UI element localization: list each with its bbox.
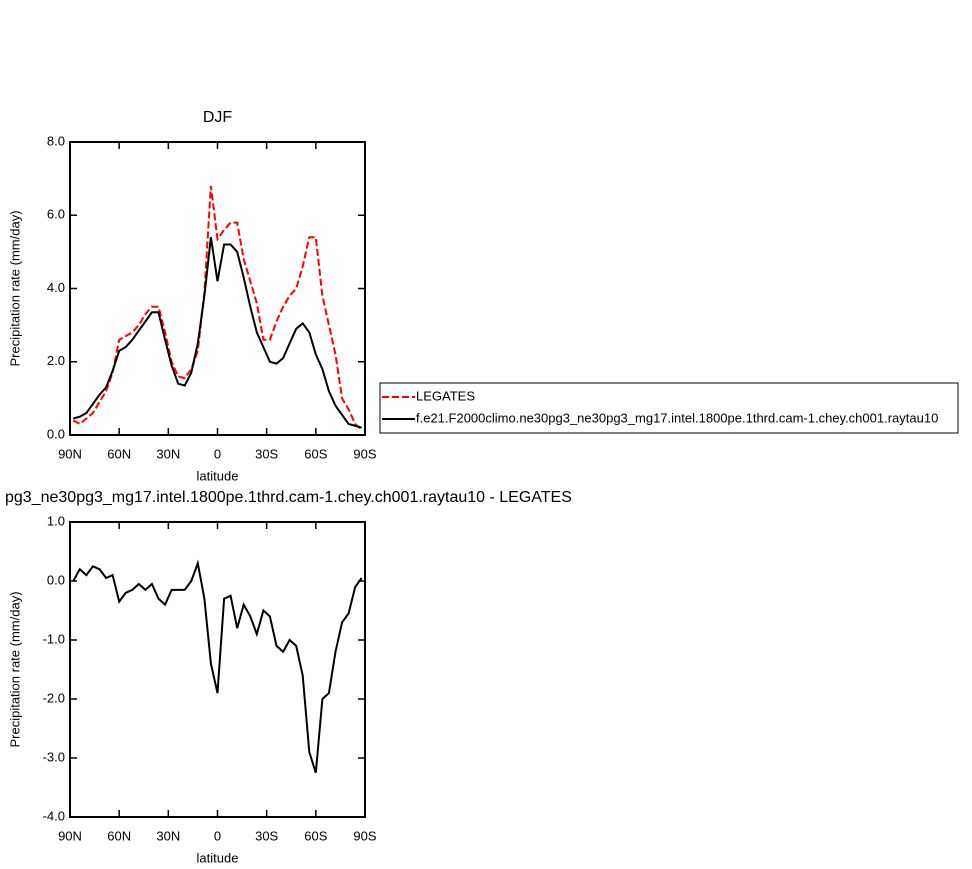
y-tick-label: 0.0 [47, 572, 65, 587]
x-tick-label: 30N [156, 446, 180, 461]
y-tick-label: -3.0 [43, 749, 65, 764]
x-tick-label: 60N [107, 828, 131, 843]
legend-box [379, 382, 959, 434]
y-tick-label: 8.0 [47, 133, 65, 148]
x-tick-label: 30S [255, 828, 278, 843]
x-tick-label: 60S [304, 446, 327, 461]
x-tick-label: 90N [58, 446, 82, 461]
y-tick-label: -1.0 [43, 631, 65, 646]
y-axis-label: Precipitation rate (mm/day) [7, 210, 22, 366]
y-tick-label: 2.0 [47, 353, 65, 368]
chart-title: DJF [203, 109, 233, 126]
x-tick-label: 30S [255, 446, 278, 461]
x-tick-label: 60S [304, 828, 327, 843]
legend-label: f.e21.F2000climo.ne30pg3_ne30pg3_mg17.in… [416, 410, 938, 425]
y-tick-label: -4.0 [43, 808, 65, 823]
y-tick-label: 6.0 [47, 207, 65, 222]
plot-frame [69, 521, 366, 818]
legend-label: LEGATES [416, 388, 475, 403]
x-tick-label: 30N [156, 828, 180, 843]
x-axis-label: latitude [197, 850, 239, 865]
series-line [72, 185, 363, 431]
series-line [72, 559, 363, 774]
y-tick-label: 4.0 [47, 280, 65, 295]
x-tick-label: 90N [58, 828, 82, 843]
x-tick-label: 90S [353, 446, 376, 461]
y-tick-label: 0.0 [47, 426, 65, 441]
y-axis-label: Precipitation rate (mm/day) [7, 591, 22, 747]
x-tick-label: 0 [214, 828, 221, 843]
y-tick-label: 1.0 [47, 513, 65, 528]
x-tick-label: 90S [353, 828, 376, 843]
x-axis-label: latitude [197, 468, 239, 483]
x-tick-label: 0 [214, 446, 221, 461]
x-tick-label: 60N [107, 446, 131, 461]
chart-title: pg3_ne30pg3_mg17.intel.1800pe.1thrd.cam-… [5, 489, 572, 506]
series-line [73, 237, 362, 429]
y-tick-label: -2.0 [43, 690, 65, 705]
plot-frame [69, 141, 366, 436]
